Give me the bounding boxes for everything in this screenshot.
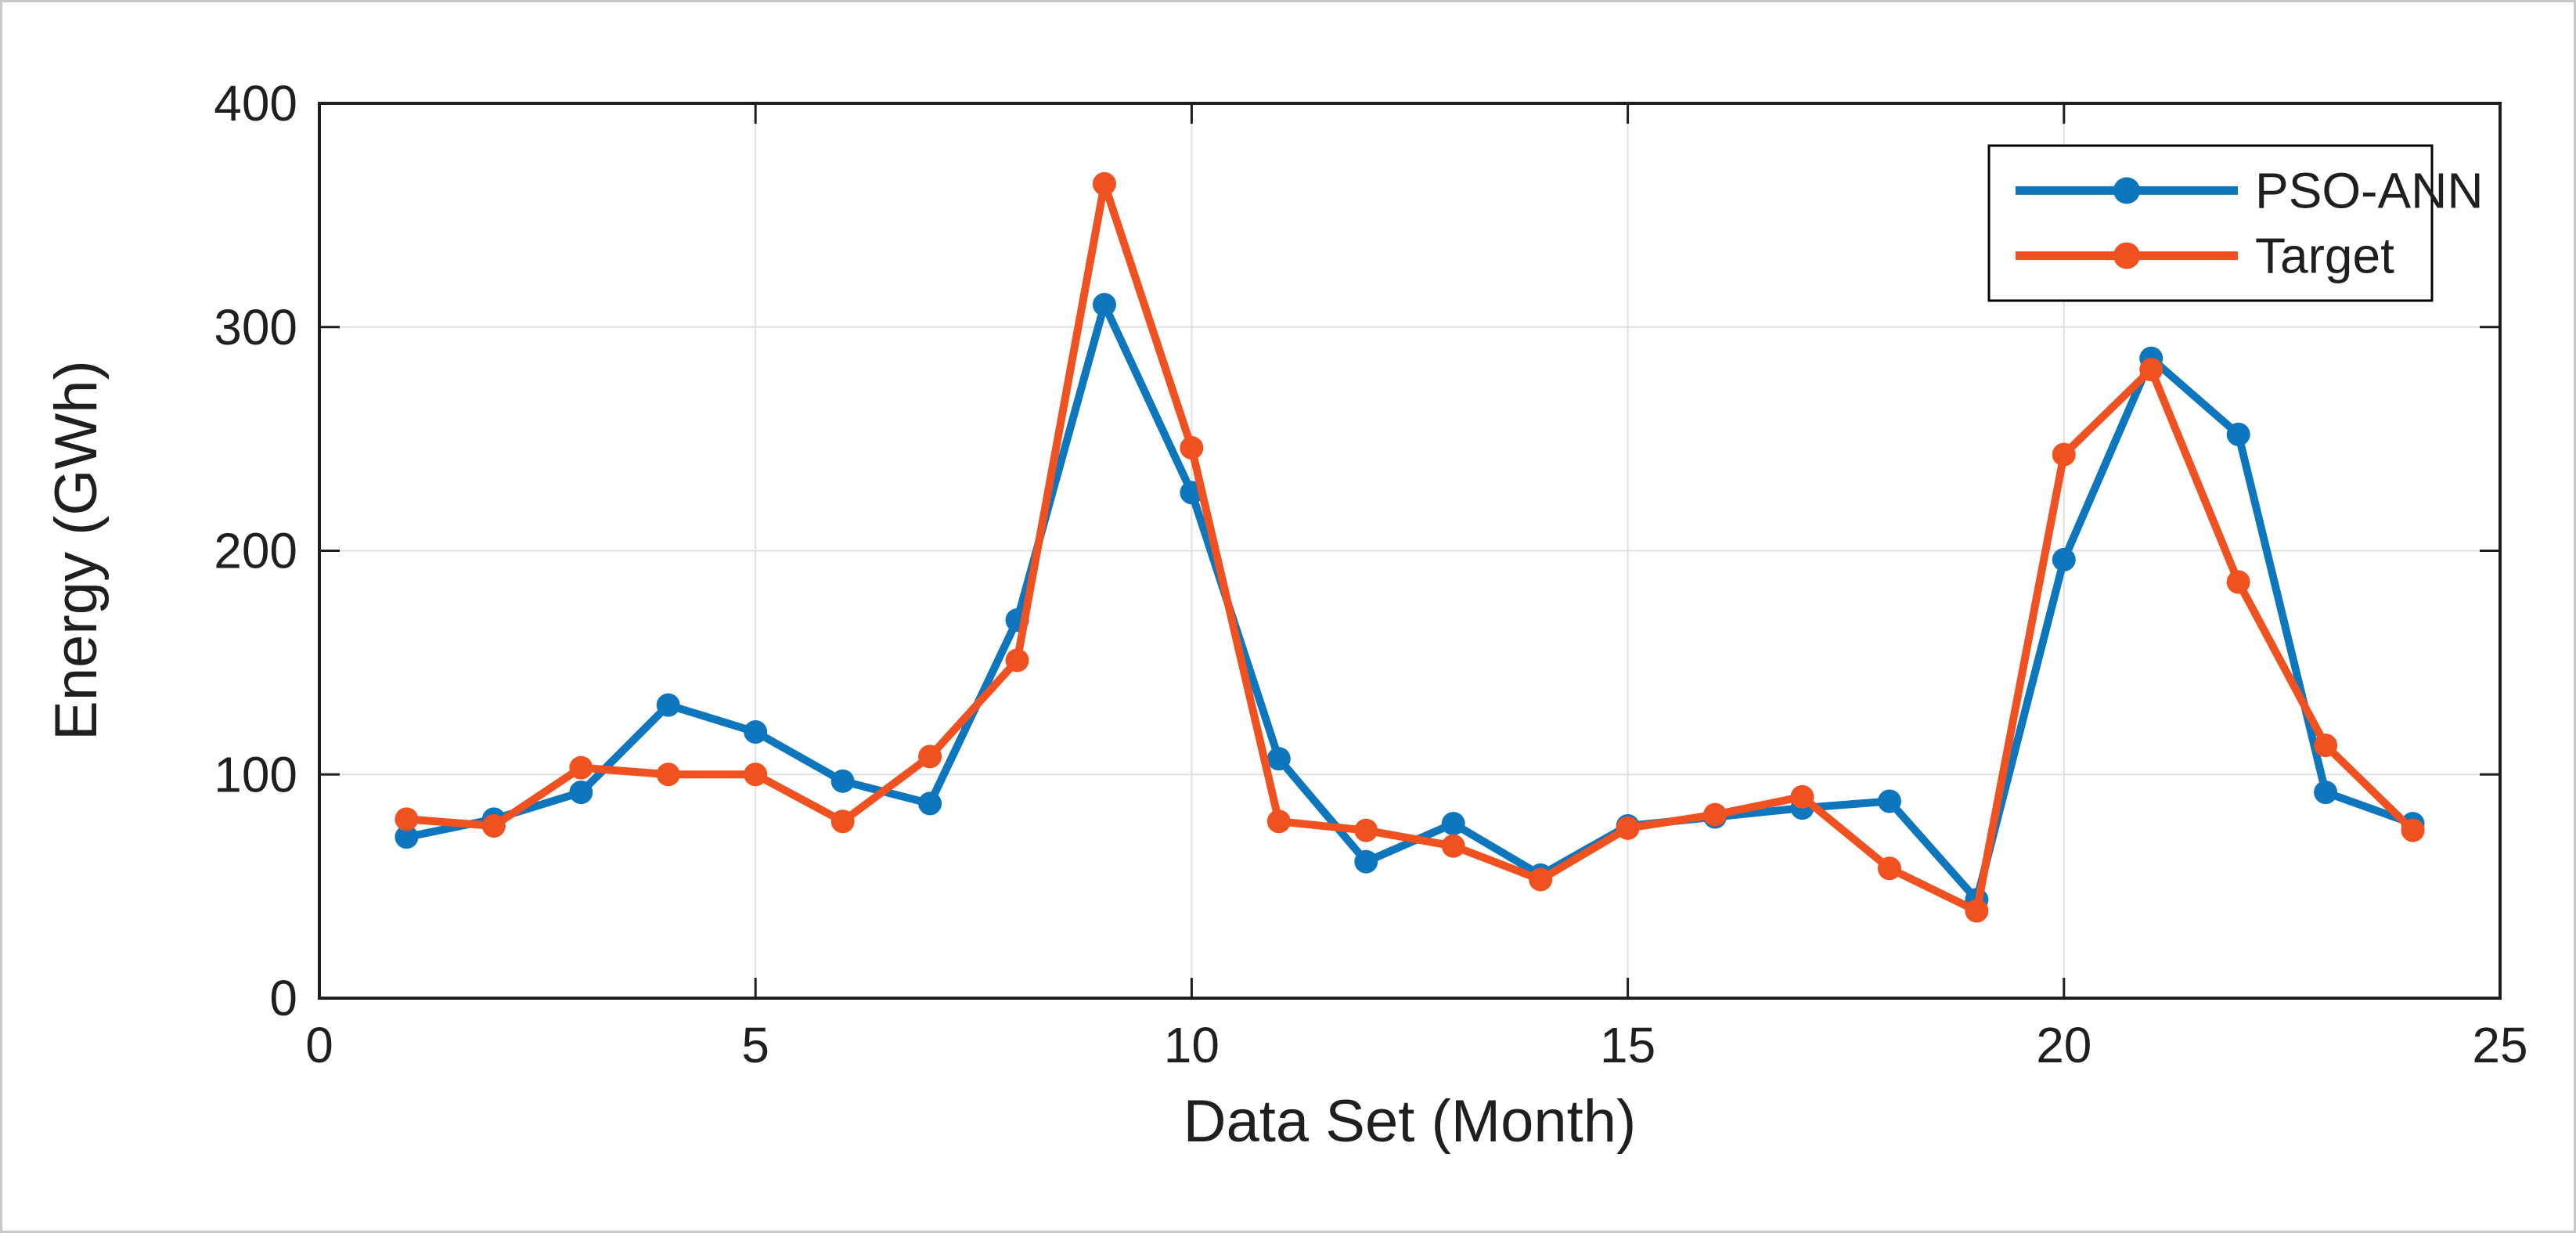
series-target-marker <box>1877 856 1901 881</box>
series-target-marker <box>1703 802 1728 827</box>
series-layer <box>395 171 2425 923</box>
x-tick-label: 25 <box>2472 1017 2527 1073</box>
series-target-marker <box>2401 818 2425 842</box>
legend-marker-target <box>2113 242 2140 269</box>
series-target-marker <box>1441 834 1465 858</box>
series-pso-ann-marker <box>918 791 942 816</box>
series-target-marker <box>744 763 768 787</box>
x-tick-label: 10 <box>1164 1017 1220 1073</box>
legend-box <box>1987 144 2434 302</box>
series-target-marker <box>1529 867 1553 892</box>
legend-label-pso-ann: PSO-ANN <box>2255 162 2484 218</box>
series-pso-ann-marker <box>656 693 680 717</box>
y-tick-label: 200 <box>214 523 297 579</box>
series-target-marker <box>481 813 506 838</box>
series-target-marker <box>395 807 419 831</box>
x-tick-label: 0 <box>305 1017 333 1073</box>
series-pso-ann-marker <box>2052 547 2076 571</box>
series-target-marker <box>1790 784 1814 809</box>
series-pso-ann-line <box>402 301 2417 904</box>
series-target-marker <box>1616 816 1640 840</box>
series-target-marker <box>1092 171 1116 196</box>
series-target-marker <box>656 763 680 787</box>
series-target-marker <box>2139 358 2163 382</box>
y-tick-label: 300 <box>214 299 297 355</box>
y-tick-label: 100 <box>214 746 297 802</box>
series-pso-ann-marker <box>1877 789 1901 813</box>
series-target-marker <box>2314 734 2338 758</box>
series-target-marker <box>830 809 855 834</box>
series-pso-ann-marker <box>395 825 419 849</box>
legend-entry-target: Target <box>2016 228 2394 284</box>
legend-entry-pso-ann: PSO-ANN <box>2016 162 2484 218</box>
y-tick-label: 0 <box>269 970 297 1026</box>
series-pso-ann-marker <box>2314 781 2338 805</box>
series-pso-ann-marker <box>744 719 768 744</box>
series-pso-ann-marker <box>830 769 855 793</box>
series-target-marker <box>1005 648 1029 672</box>
series-pso-ann-marker <box>2226 422 2250 446</box>
x-tick-label: 20 <box>2036 1017 2091 1073</box>
legend-marker-pso-ann <box>2113 177 2140 204</box>
series-pso-ann-marker <box>1441 812 1465 836</box>
series-pso-ann-marker <box>1354 849 1378 874</box>
series-target-marker <box>1180 436 1204 460</box>
series-pso-ann-marker <box>569 781 593 805</box>
series-pso-ann-marker <box>1092 293 1116 317</box>
legend: PSO-ANN Target <box>1987 144 2484 302</box>
series-pso-ann-marker <box>1266 747 1291 771</box>
y-axis-label: Energy (GWh) <box>43 360 110 741</box>
x-axis-label: Data Set (Month) <box>1184 1088 1637 1155</box>
series-target-marker <box>918 744 942 769</box>
series-target-marker <box>569 755 593 780</box>
series-target-marker <box>1266 809 1291 834</box>
series-target-line <box>402 179 2417 915</box>
series-target-marker <box>1965 899 1989 923</box>
series-target-marker <box>2052 442 2076 467</box>
tick-label-layer: 0 5 10 15 20 25 0 100 200 300 400 <box>214 75 2527 1073</box>
legend-label-target: Target <box>2255 228 2394 284</box>
x-tick-label: 15 <box>1600 1017 1655 1073</box>
y-tick-label: 400 <box>214 75 297 132</box>
series-target-marker <box>2226 570 2250 594</box>
tick-layer <box>319 103 2500 998</box>
x-tick-label: 5 <box>741 1017 769 1073</box>
series-target-marker <box>1354 818 1378 842</box>
